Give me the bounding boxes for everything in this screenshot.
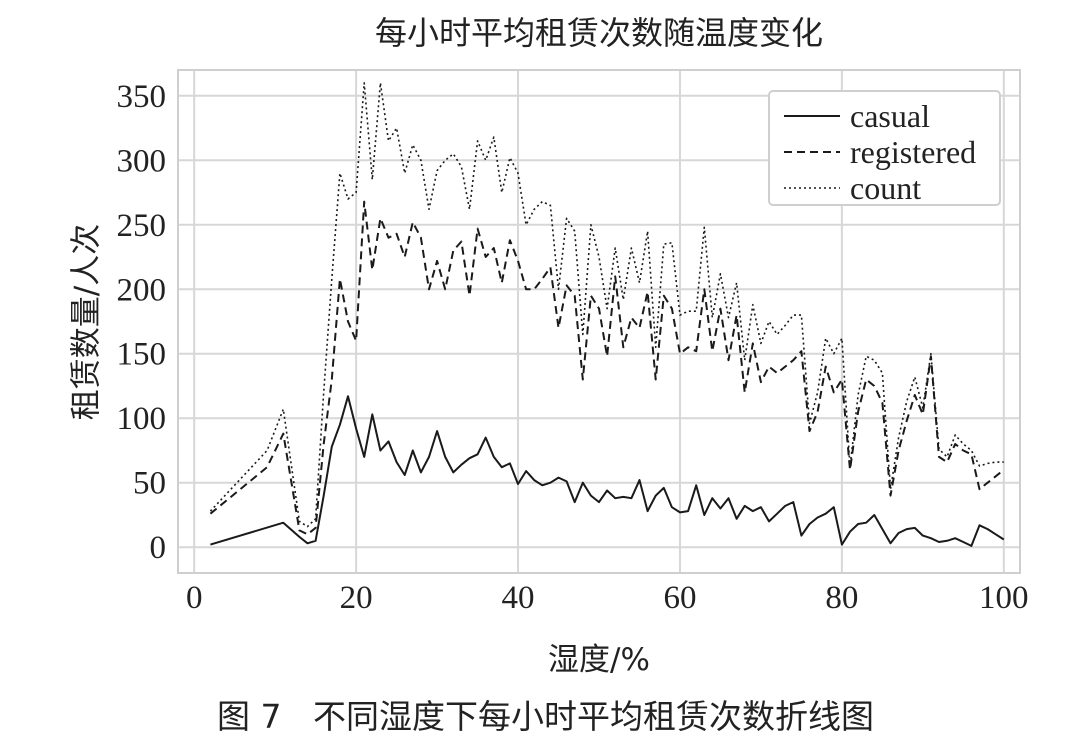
- x-tick-label: 20: [340, 580, 373, 616]
- y-tick-label: 50: [133, 466, 166, 502]
- legend-swatch-dotted: [784, 187, 840, 189]
- legend-label-registered: registered: [850, 134, 977, 170]
- legend: casual registered count: [768, 90, 1001, 206]
- legend-label-count: count: [850, 170, 922, 206]
- legend-swatch-solid: [784, 115, 840, 117]
- series-line-registered: [209, 200, 1005, 536]
- x-tick-label: 0: [186, 580, 203, 616]
- y-tick-label: 350: [117, 79, 167, 115]
- x-tick-label: 80: [825, 580, 858, 616]
- x-tick-label: 40: [502, 580, 535, 616]
- chart-title: 每小时平均租赁次数随温度变化: [374, 14, 823, 52]
- x-tick-label: 100: [979, 580, 1029, 616]
- series-line-casual: [210, 395, 1005, 547]
- legend-label-casual: casual: [850, 98, 930, 134]
- legend-item-count: count: [770, 170, 999, 206]
- legend-item-casual: casual: [770, 98, 999, 134]
- x-axis-label: 湿度/%: [548, 642, 650, 678]
- y-tick-label: 150: [117, 337, 167, 373]
- x-tick-label: 60: [663, 580, 696, 616]
- y-tick-label: 0: [150, 530, 167, 566]
- legend-swatch-dashed: [784, 151, 840, 153]
- y-tick-label: 200: [117, 272, 167, 308]
- y-tick-label: 300: [117, 143, 167, 179]
- legend-item-registered: registered: [770, 134, 999, 170]
- y-tick-label: 100: [117, 401, 167, 437]
- figure-caption: 图 7 不同湿度下每小时平均租赁次数折线图: [217, 697, 874, 736]
- plot-frame: [177, 69, 1021, 574]
- y-tick-label: 250: [117, 208, 167, 244]
